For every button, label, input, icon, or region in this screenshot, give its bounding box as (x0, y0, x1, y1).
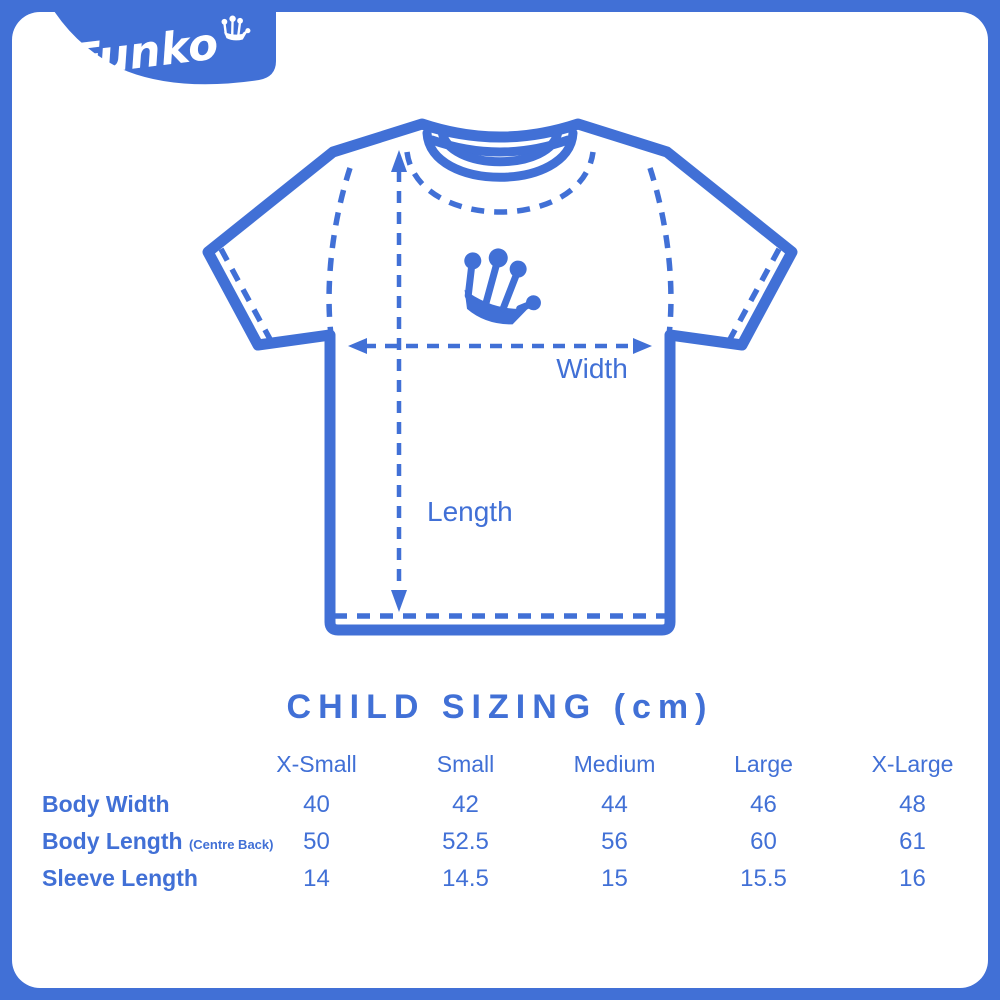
row-label-note: (Centre Back) (188, 837, 274, 852)
funko-logo-badge: Funko (54, 12, 276, 87)
row-label-body-length: Body Length (Centre Back) (42, 828, 274, 854)
table-value: 52.5 (442, 827, 489, 855)
table-value: 42 (452, 790, 479, 818)
length-arrow (391, 150, 407, 612)
table-value: 15 (601, 864, 628, 892)
left-sleeve-hem-seam (218, 247, 274, 343)
row-label-body-width: Body Width (42, 791, 170, 817)
poster-canvas: Funko Width (12, 12, 988, 988)
table-value: 50 (303, 827, 330, 855)
table-value: 61 (899, 827, 926, 855)
collar (422, 126, 578, 182)
column-header: Small (436, 751, 495, 777)
column-header: Medium (573, 751, 656, 777)
left-armhole-seam (326, 167, 353, 336)
width-arrow (348, 338, 652, 354)
width-label: Width (556, 353, 628, 384)
badge-background (54, 12, 276, 85)
table-value: 56 (601, 827, 628, 855)
collar-stitch-seam (404, 151, 596, 215)
column-header: X-Large (871, 751, 954, 777)
right-sleeve-hem-seam (726, 247, 782, 343)
table-value: 48 (899, 790, 926, 818)
table-value: 15.5 (740, 864, 787, 892)
table-value: 44 (601, 790, 628, 818)
table-value: 14 (303, 864, 330, 892)
table-value: 40 (303, 790, 330, 818)
table-value: 14.5 (442, 864, 489, 892)
column-header: Large (734, 751, 793, 777)
sizing-table: X-Small Small Medium Large X-Large Body … (12, 749, 988, 897)
right-armhole-seam (647, 167, 674, 336)
tshirt-outline (202, 118, 798, 636)
row-label-sleeve-length: Sleeve Length (42, 865, 198, 891)
tshirt-diagram: Width Length (202, 118, 798, 636)
table-value: 16 (899, 864, 926, 892)
table-title: CHILD SIZING (cm) (286, 688, 714, 726)
table-value: 60 (750, 827, 777, 855)
column-header: X-Small (276, 751, 357, 777)
length-label: Length (427, 496, 513, 527)
table-value: 46 (750, 790, 777, 818)
